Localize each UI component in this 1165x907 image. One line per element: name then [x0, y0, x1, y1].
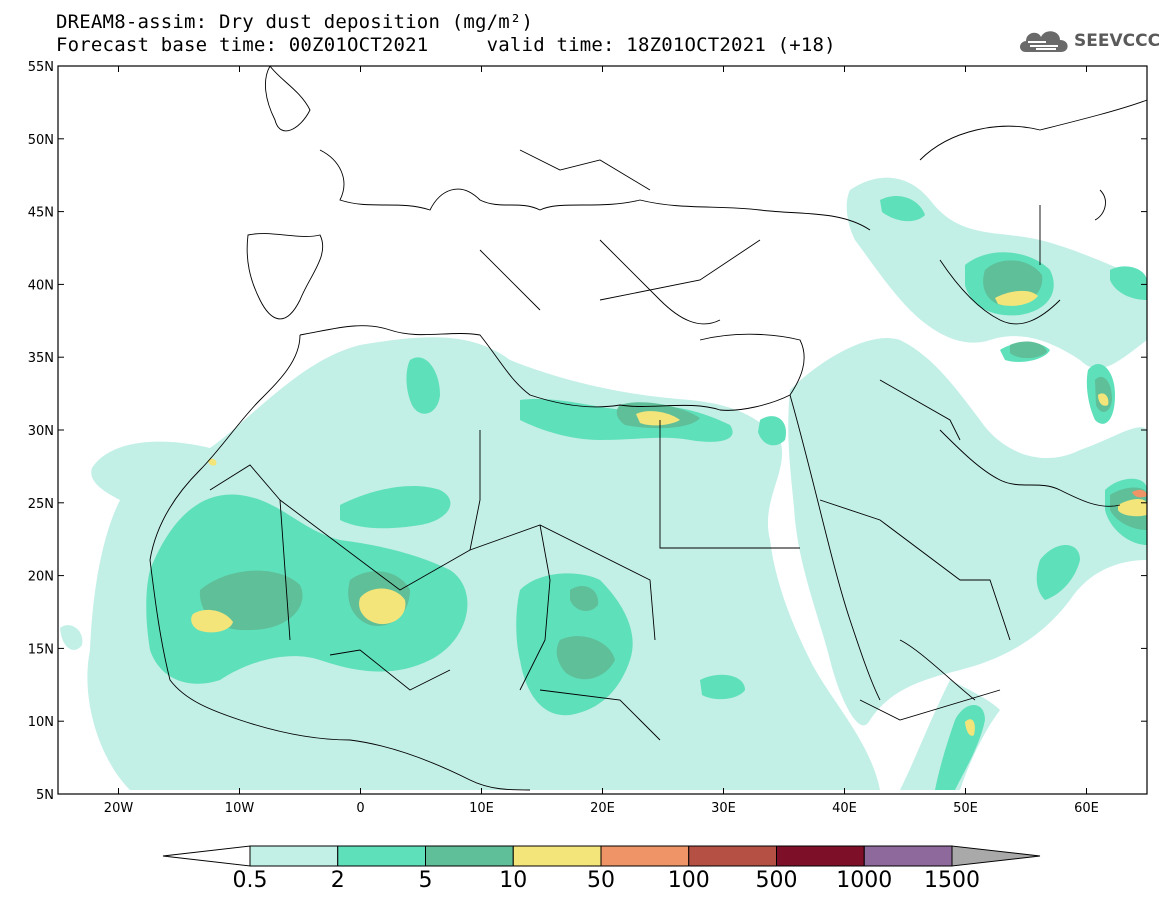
- lon-tick-label: 0: [356, 801, 364, 816]
- dust-level-10-50: [191, 290, 1147, 736]
- lat-tick-label: 50N: [28, 133, 54, 148]
- colorbar-segment: [863, 845, 953, 867]
- lat-tick-label: 15N: [28, 642, 54, 657]
- colorbar-over-triangle: [951, 845, 1041, 867]
- lon-tick-label: 20W: [104, 801, 134, 816]
- coastlines-borders: [149, 66, 1147, 791]
- lon-tick-label: 40E: [832, 801, 857, 816]
- lat-tick-label: 5N: [36, 788, 54, 803]
- lon-tick-label: 30E: [711, 801, 736, 816]
- lon-tick-label: 50E: [953, 801, 978, 816]
- lon-tick-label: 20E: [590, 801, 615, 816]
- colorbar-segment: [776, 845, 865, 867]
- map-content: [58, 66, 1147, 794]
- colorbar-under-triangle: [162, 845, 251, 867]
- cloud-logo-icon: [1020, 31, 1068, 52]
- lat-tick-label: 35N: [28, 351, 54, 366]
- dust-level-0-5-2: [60, 177, 1147, 790]
- lat-tick-label: 55N: [28, 60, 54, 75]
- colorbar-segment: [600, 845, 690, 867]
- lon-tick-label: 10E: [469, 801, 494, 816]
- colorbar-label: 0.5: [232, 868, 268, 893]
- lon-tick-label: 60E: [1074, 801, 1099, 816]
- lat-tick-label: 10N: [28, 715, 54, 730]
- colorbar-segment: [337, 845, 426, 867]
- colorbar-label: 1000: [836, 868, 893, 893]
- colorbar-segment: [249, 845, 339, 867]
- dust-level-50-100: [1132, 489, 1147, 498]
- lat-tick-label: 25N: [28, 497, 54, 512]
- colorbar-label: 5: [418, 868, 433, 893]
- colorbar-segment: [425, 845, 514, 867]
- colorbar-label: 1500: [924, 868, 980, 893]
- longitude-axis: 20W 10W 0 10E 20E 30E 40E 50E 60E: [104, 66, 1099, 816]
- lon-tick-label: 10W: [225, 801, 255, 816]
- colorbar-label: 2: [330, 868, 345, 893]
- colorbar-label: 10: [499, 868, 528, 893]
- map-subtitle-times: Forecast base time: 00Z01OCT2021 valid t…: [56, 34, 836, 56]
- logo-text: SEEVCCC: [1074, 31, 1161, 51]
- colorbar-label: 100: [667, 868, 710, 893]
- colorbar-label: 500: [755, 868, 798, 893]
- lat-tick-label: 30N: [28, 424, 54, 439]
- colorbar-segment: [688, 845, 777, 867]
- latitude-axis: 5N 10N 15N 20N 25N 30N 35N 40N 45N 50N 55N: [28, 60, 1147, 803]
- map-title: DREAM8-assim: Dry dust deposition (mg/m²…: [56, 11, 534, 33]
- colorbar-label: 50: [587, 868, 615, 893]
- colorbar: [162, 845, 1041, 867]
- colorbar-segment: [512, 845, 602, 867]
- lat-tick-label: 40N: [28, 278, 54, 293]
- lat-tick-label: 20N: [28, 570, 54, 585]
- lat-tick-label: 45N: [28, 206, 54, 221]
- seevccc-logo: SEEVCCC: [1016, 22, 1160, 62]
